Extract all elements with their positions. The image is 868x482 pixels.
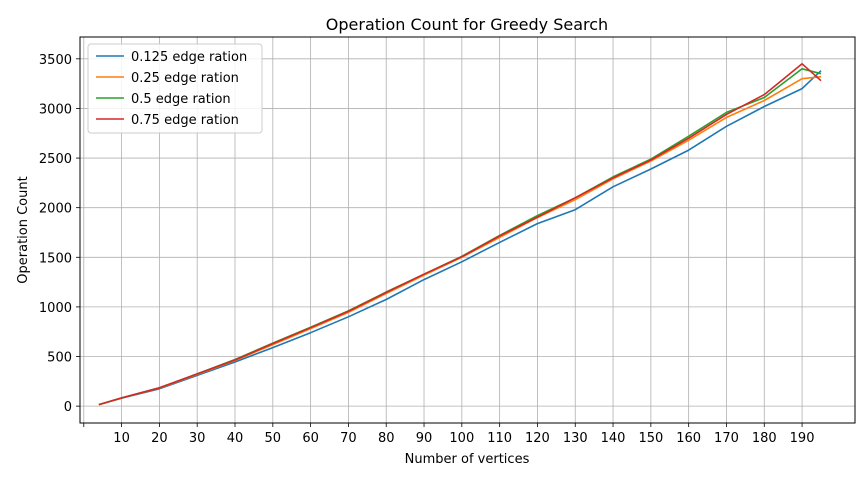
x-tick-label: 140 (601, 431, 626, 446)
x-tick-label: 40 (227, 431, 244, 446)
y-tick-label: 3500 (39, 53, 72, 68)
series-lines (98, 62, 822, 406)
y-tick-label: 0 (64, 400, 72, 415)
x-tick-label: 30 (189, 431, 206, 446)
legend-box (87, 43, 263, 134)
x-tick-label: 190 (790, 431, 815, 446)
chart-title: Operation Count for Greedy Search (326, 15, 608, 34)
legend-label-2: 0.25 edge ration (131, 71, 239, 86)
x-tick-label: 110 (487, 431, 512, 446)
x-tick-label: 160 (676, 431, 701, 446)
x-axis-label: Number of vertices (405, 452, 530, 467)
x-tick-label: 130 (563, 431, 588, 446)
y-tick-label: 3000 (39, 102, 72, 117)
x-tick-label: 90 (416, 431, 433, 446)
x-tick-label: 10 (113, 431, 130, 446)
x-tick-label: 180 (752, 431, 777, 446)
legend: 0.125 edge ration 0.25 edge ration 0.5 edg… (87, 43, 263, 134)
x-tick-label: 60 (302, 431, 319, 446)
x-tick-label: 70 (340, 431, 357, 446)
series-line-4 (98, 62, 822, 406)
y-tick-label: 1000 (39, 301, 72, 316)
legend-label-1: 0.125 edge ration (131, 50, 247, 65)
x-tick-label: 170 (714, 431, 739, 446)
legend-label-4: 0.75 edge ration (131, 113, 239, 128)
y-axis-label: Operation Count (16, 176, 31, 283)
y-tick-label: 500 (47, 351, 72, 366)
x-tick-label: 100 (449, 431, 474, 446)
plot-area-frame (79, 36, 856, 424)
y-tick-label: 2500 (39, 152, 72, 167)
x-tick-label: 50 (265, 431, 282, 446)
x-tick-label: 20 (151, 431, 168, 446)
legend-label-3: 0.5 edge ration (131, 92, 231, 107)
x-tick-label: 120 (525, 431, 550, 446)
series-line-1 (98, 70, 822, 406)
x-tick-label: 150 (638, 431, 663, 446)
ticks: 10 20 30 40 50 60 70 80 90 100 110 120 130 140 150 160 1… (39, 53, 815, 446)
y-tick-label: 1500 (39, 251, 72, 266)
y-tick-label: 2000 (39, 202, 72, 217)
x-tick-label: 80 (378, 431, 395, 446)
